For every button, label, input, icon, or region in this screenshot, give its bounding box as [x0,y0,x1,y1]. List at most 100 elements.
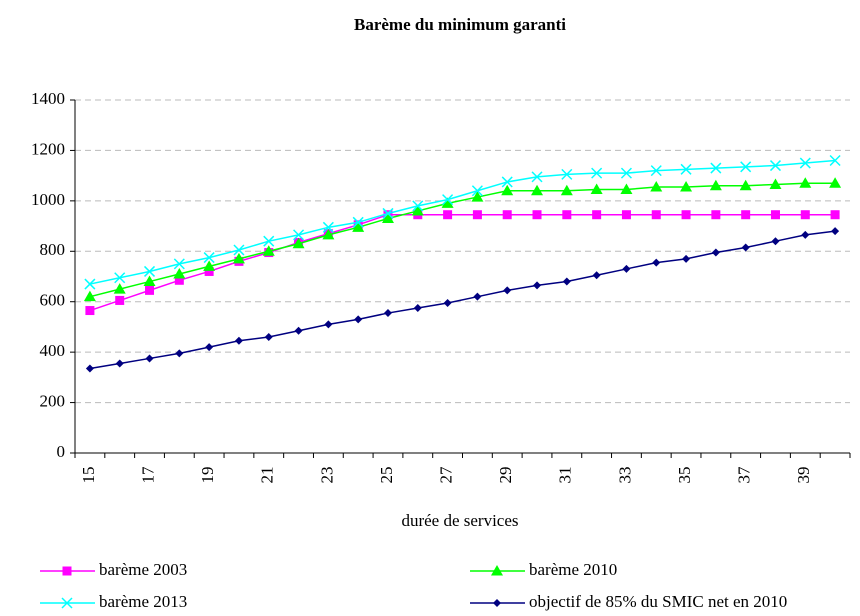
marker [232,252,245,264]
marker [711,210,721,220]
marker [620,183,633,195]
x-tick-label: 25 [377,467,396,484]
marker [650,180,663,192]
marker [175,349,184,358]
marker [709,179,722,191]
marker [769,178,782,189]
marker [62,566,72,576]
marker [650,165,662,177]
marker [710,162,722,174]
marker [651,210,661,220]
x-tick-label: 35 [675,467,694,484]
marker [491,565,503,576]
marker [561,168,573,180]
x-tick-label: 23 [317,467,336,484]
marker [502,210,512,220]
marker [411,204,424,216]
marker [352,216,364,228]
marker [740,161,752,173]
marker [590,183,603,195]
marker [115,359,124,368]
marker [292,237,305,249]
marker [443,298,452,307]
marker [442,194,454,206]
marker [143,265,156,277]
marker [493,599,501,607]
y-tick-label: 0 [57,442,66,461]
marker [680,180,693,192]
x-tick-label: 33 [615,467,634,484]
x-tick-label: 27 [437,466,456,484]
marker [830,210,840,220]
x-axis-label: durée de services [401,511,518,530]
marker [621,210,631,220]
marker [831,227,840,236]
marker [652,258,661,267]
legend-item: objectif de 85% du SMIC net en 2010 [470,592,787,611]
y-tick-label: 1200 [31,139,65,158]
marker [531,184,544,196]
legend-item: barème 2003 [40,560,187,579]
marker [473,292,482,301]
legend-item: barème 2013 [40,592,187,611]
marker [503,286,512,295]
marker [741,243,750,252]
x-tick-label: 39 [794,467,813,484]
marker [233,244,245,256]
marker [532,210,542,220]
legend-label: barème 2003 [99,560,187,579]
marker [205,343,214,352]
marker [739,179,752,191]
y-tick-label: 800 [40,240,66,259]
marker [352,221,365,232]
marker [264,333,273,342]
y-tick-label: 1000 [31,190,65,209]
marker [203,260,216,271]
series-line [89,182,836,298]
marker [770,210,780,220]
marker [501,184,514,196]
marker [620,167,632,179]
marker [472,210,482,220]
marker [413,304,422,313]
marker [61,597,73,609]
marker [681,210,691,220]
marker [441,197,454,208]
x-tick-label: 21 [258,467,277,484]
marker [471,191,484,202]
marker [173,267,186,279]
marker [383,309,392,318]
marker [174,275,184,285]
marker [203,252,215,264]
y-tick-label: 600 [40,291,66,310]
marker [829,177,842,188]
x-tick-label: 15 [79,467,98,484]
marker [263,235,275,247]
marker [115,295,125,305]
x-tick-label: 17 [138,466,157,484]
marker [771,237,780,246]
marker [711,248,720,257]
marker [531,171,543,183]
marker [382,207,394,219]
x-tick-label: 37 [735,466,754,484]
marker [501,176,513,188]
y-tick-label: 400 [40,341,66,360]
x-tick-label: 19 [198,467,217,484]
marker [354,315,363,324]
marker [84,278,96,290]
marker [234,336,243,345]
marker [443,210,453,220]
marker [85,306,95,316]
marker [769,160,782,172]
marker [381,212,394,224]
marker [322,221,334,233]
marker [592,210,602,220]
marker [113,283,126,294]
series-line [89,159,836,285]
marker [114,272,126,284]
marker [829,154,841,167]
marker [145,285,155,295]
marker [799,177,812,188]
